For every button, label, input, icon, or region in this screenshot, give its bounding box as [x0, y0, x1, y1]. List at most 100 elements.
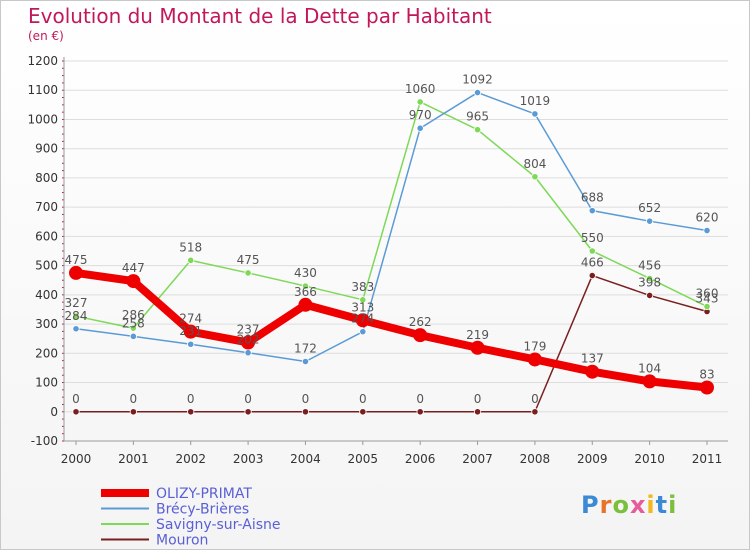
data-label: 0: [531, 392, 539, 406]
data-point: [355, 313, 370, 328]
y-tick-label: 200: [35, 346, 58, 360]
legend-entry: OLIZY-PRIMAT: [156, 486, 252, 502]
x-tick-label: 2005: [348, 452, 379, 466]
data-label: 219: [466, 328, 489, 342]
x-tick-label: 2010: [634, 452, 665, 466]
data-point: [588, 271, 596, 280]
data-point: [187, 408, 195, 416]
data-label: 0: [244, 392, 252, 406]
data-label: 0: [474, 392, 482, 406]
data-label: 274: [179, 312, 202, 326]
data-label: 343: [696, 292, 719, 306]
data-label: 0: [72, 392, 80, 406]
data-label: 475: [237, 253, 260, 267]
data-point: [413, 328, 428, 343]
data-point: [244, 408, 252, 416]
data-label: 0: [187, 392, 195, 406]
legend-entry: Savigny-sur-Aisne: [156, 517, 281, 533]
data-point: [473, 408, 482, 416]
data-point: [244, 269, 252, 277]
data-point: [301, 282, 310, 290]
data-label: 965: [466, 110, 489, 124]
y-tick-label: 600: [35, 229, 58, 243]
logo-letter: P: [581, 491, 600, 519]
data-point: [129, 408, 137, 416]
data-point: [531, 110, 539, 118]
data-point: [129, 324, 137, 332]
y-tick-label: 300: [35, 317, 58, 331]
y-tick-label: 400: [35, 288, 58, 302]
data-label: 0: [416, 392, 424, 406]
data-point: [183, 324, 198, 339]
x-tick-label: 2004: [290, 452, 321, 466]
x-tick-label: 2007: [462, 452, 493, 466]
y-tick-label: 0: [50, 405, 58, 419]
y-tick-label: -100: [31, 434, 58, 448]
data-point: [416, 98, 424, 106]
series-line-br-cy-bri-res: [75, 91, 708, 363]
logo-letter: r: [599, 491, 613, 519]
y-tick-label: 1200: [27, 54, 58, 68]
data-label: 398: [638, 275, 661, 289]
x-tick-label: 2003: [233, 452, 264, 466]
data-point: [359, 328, 367, 336]
data-point: [301, 357, 310, 366]
y-tick-label: 900: [35, 142, 58, 156]
data-label: 83: [699, 368, 714, 382]
data-point: [359, 408, 367, 416]
data-label: 179: [523, 339, 546, 353]
data-point: [187, 256, 195, 264]
data-point: [244, 349, 252, 357]
logo-letter: o: [612, 491, 630, 519]
data-label: 231: [179, 324, 202, 338]
x-tick-label: 2001: [118, 452, 149, 466]
data-label: 284: [65, 309, 88, 323]
data-point: [416, 124, 424, 132]
data-label: 262: [409, 315, 432, 329]
data-label: 1092: [462, 73, 493, 87]
data-label: 327: [65, 296, 88, 310]
legend-entry: Brécy-Brières: [156, 502, 249, 518]
y-tick-label: 100: [35, 376, 58, 390]
data-point: [531, 173, 539, 181]
logo-letter: i: [668, 491, 678, 519]
logo-letter: x: [629, 491, 647, 519]
data-point: [72, 312, 80, 320]
chart-title: Evolution du Montant de la Dette par Hab…: [28, 4, 492, 28]
data-point: [527, 352, 542, 367]
data-point: [241, 335, 256, 350]
data-point: [126, 274, 141, 289]
data-point: [588, 207, 596, 215]
data-label: 620: [696, 211, 719, 225]
logo-letter: i: [646, 491, 656, 519]
series-line-savigny-sur-aisne: [75, 101, 708, 329]
data-label: 360: [696, 287, 719, 301]
data-label: 430: [294, 266, 317, 280]
x-tick-label: 2009: [577, 452, 608, 466]
data-point: [298, 297, 313, 312]
data-point: [473, 88, 482, 97]
data-point: [129, 332, 137, 340]
data-label: 0: [302, 392, 310, 406]
data-label: 1060: [405, 82, 436, 96]
data-label: 172: [294, 341, 317, 355]
data-point: [642, 374, 657, 389]
proxiti-logo: Proxiti: [581, 491, 677, 519]
y-tick-label: 1100: [27, 83, 58, 97]
data-label: 258: [122, 316, 145, 330]
data-label: 970: [409, 108, 432, 122]
data-label: 0: [130, 392, 138, 406]
y-tick-label: 500: [35, 259, 58, 273]
data-point: [187, 340, 195, 348]
legend-entry: Mouron: [156, 533, 208, 549]
data-label: 550: [581, 231, 604, 245]
data-label: 518: [179, 240, 202, 254]
data-label: 804: [523, 157, 546, 171]
chart-subtitle: (en €): [28, 29, 64, 43]
data-label: 0: [359, 392, 367, 406]
series-line-mouron: [75, 274, 708, 413]
logo-letter: t: [655, 491, 669, 519]
data-point: [646, 291, 654, 300]
data-point: [416, 408, 424, 416]
